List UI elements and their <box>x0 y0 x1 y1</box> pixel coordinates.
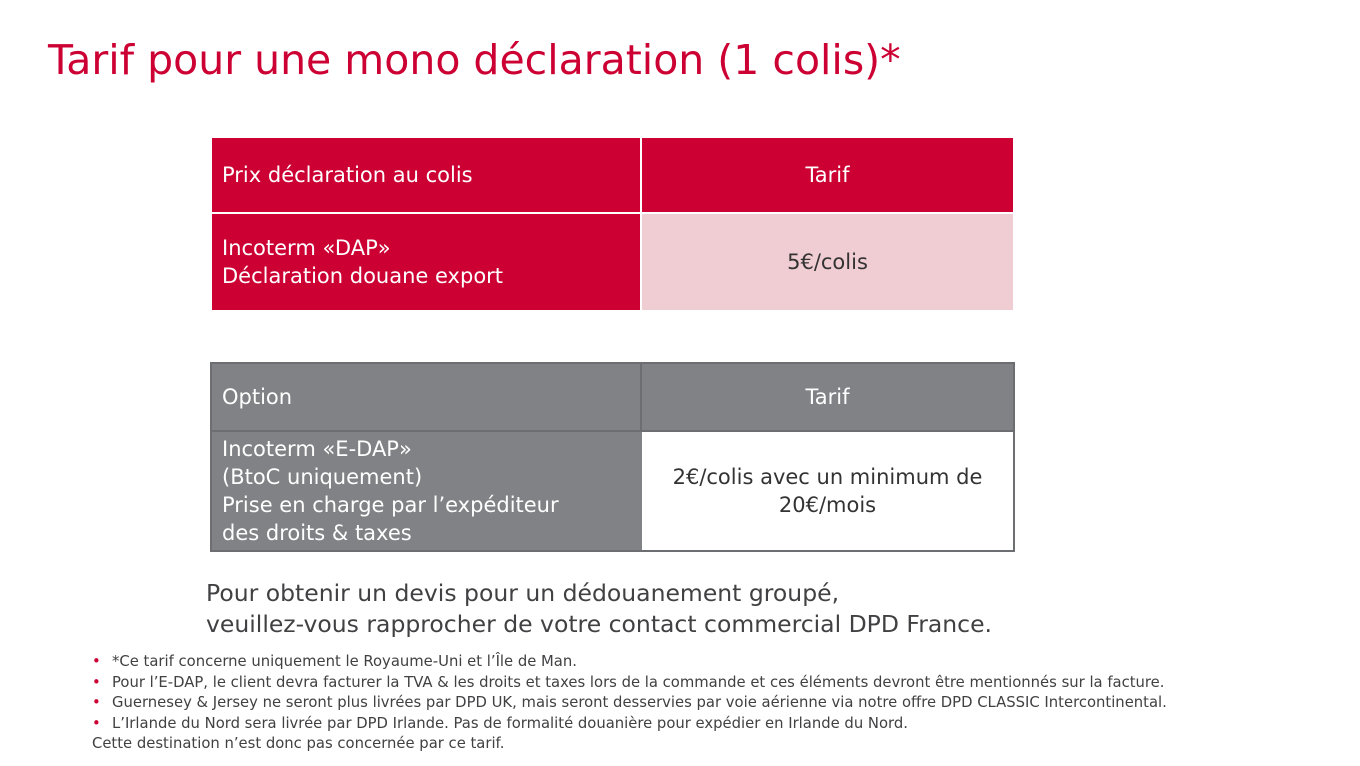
footnote-text: L’Irlande du Nord sera livrée par DPD Ir… <box>112 714 908 732</box>
bullet-icon: • <box>92 653 101 670</box>
declaration-row-label: Incoterm «DAP» Déclaration douane export <box>210 212 642 312</box>
option-value-line: 2€/colis avec un minimum de <box>672 465 983 489</box>
option-table-row: Incoterm «E-DAP» (BtoC uniquement) Prise… <box>210 430 1015 552</box>
page-title: Tarif pour une mono déclaration (1 colis… <box>48 36 901 84</box>
declaration-label-line: Incoterm «DAP» <box>222 236 391 260</box>
declaration-table-header: Prix déclaration au colis Tarif <box>210 136 1015 214</box>
declaration-price-table: Prix déclaration au colis Tarif Incoterm… <box>210 136 1015 312</box>
footnotes-list: • *Ce tarif concerne uniquement le Royaum… <box>92 652 1167 755</box>
option-header-tarif: Tarif <box>640 362 1015 432</box>
quote-note-line: Pour obtenir un devis pour un dédouaneme… <box>206 579 840 607</box>
footnote-item: • Pour l’E-DAP, le client devra facturer … <box>92 673 1167 694</box>
option-label-line: des droits & taxes <box>222 521 412 545</box>
option-row-label: Incoterm «E-DAP» (BtoC uniquement) Prise… <box>210 430 642 552</box>
option-label-line: Prise en charge par l’expéditeur <box>222 493 559 517</box>
declaration-table-row: Incoterm «DAP» Déclaration douane export… <box>210 212 1015 312</box>
option-header-label: Option <box>210 362 642 432</box>
footnote-item: • Guernesey & Jersey ne seront plus livré… <box>92 693 1167 714</box>
footnote-continuation: Cette destination n’est donc pas concern… <box>92 735 505 752</box>
footnote-text: Guernesey & Jersey ne seront plus livrée… <box>112 694 1167 711</box>
option-table-header: Option Tarif <box>210 362 1015 432</box>
quote-note-line: veuillez-vous rapprocher de votre contac… <box>206 610 993 638</box>
option-row-value: 2€/colis avec un minimum de 20€/mois <box>640 430 1015 552</box>
quote-note: Pour obtenir un devis pour un dédouaneme… <box>206 578 992 640</box>
option-value-line: 20€/mois <box>778 493 877 517</box>
bullet-icon: • <box>92 694 101 711</box>
option-label-line: Incoterm «E-DAP» <box>222 437 412 461</box>
option-price-table: Option Tarif Incoterm «E-DAP» (BtoC uniq… <box>210 362 1015 552</box>
option-label-line: (BtoC uniquement) <box>222 465 423 489</box>
declaration-row-value: 5€/colis <box>640 212 1015 312</box>
footnote-text: Pour l’E-DAP, le client devra facturer l… <box>112 673 1165 691</box>
declaration-header-label: Prix déclaration au colis <box>210 136 642 214</box>
bullet-icon: • <box>92 673 101 691</box>
declaration-header-tarif: Tarif <box>640 136 1015 214</box>
declaration-label-line: Déclaration douane export <box>222 264 504 288</box>
bullet-icon: • <box>92 714 101 732</box>
footnote-item: • L’Irlande du Nord sera livrée par DPD I… <box>92 714 1167 735</box>
footnote-item: • *Ce tarif concerne uniquement le Royaum… <box>92 652 1167 673</box>
footnote-text: *Ce tarif concerne uniquement le Royaume… <box>112 653 577 670</box>
